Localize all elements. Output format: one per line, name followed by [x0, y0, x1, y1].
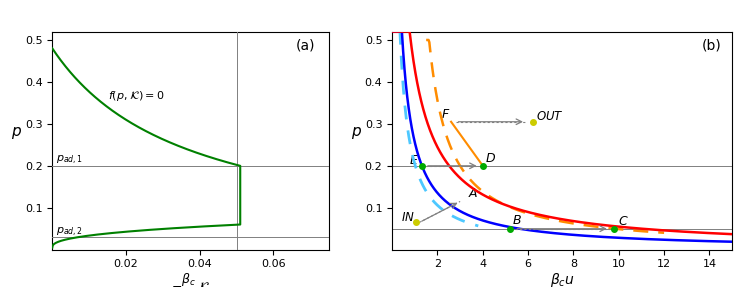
- Text: $C$: $C$: [618, 215, 628, 228]
- Text: $F$: $F$: [441, 108, 450, 121]
- Text: $D$: $D$: [485, 152, 496, 165]
- Y-axis label: $p$: $p$: [11, 125, 22, 141]
- Text: $f(p,\mathcal{K})=0$: $f(p,\mathcal{K})=0$: [108, 89, 164, 103]
- Y-axis label: $p$: $p$: [351, 125, 362, 141]
- Text: $p_{ad,2}$: $p_{ad,2}$: [56, 226, 83, 238]
- Text: $B$: $B$: [512, 214, 522, 227]
- Text: $A$: $A$: [468, 187, 478, 200]
- Text: $p_{ad,1}$: $p_{ad,1}$: [56, 154, 83, 167]
- Text: $E$: $E$: [409, 154, 419, 167]
- X-axis label: $\beta_c u$: $\beta_c u$: [550, 271, 574, 287]
- Text: (b): (b): [702, 38, 722, 52]
- X-axis label: $-\dfrac{\beta_c}{\Gamma}\,\mathcal{K}$: $-\dfrac{\beta_c}{\Gamma}\,\mathcal{K}$: [171, 271, 210, 287]
- Text: $IN$: $IN$: [401, 211, 415, 224]
- Text: $OUT$: $OUT$: [536, 110, 564, 123]
- Text: (a): (a): [296, 38, 315, 52]
